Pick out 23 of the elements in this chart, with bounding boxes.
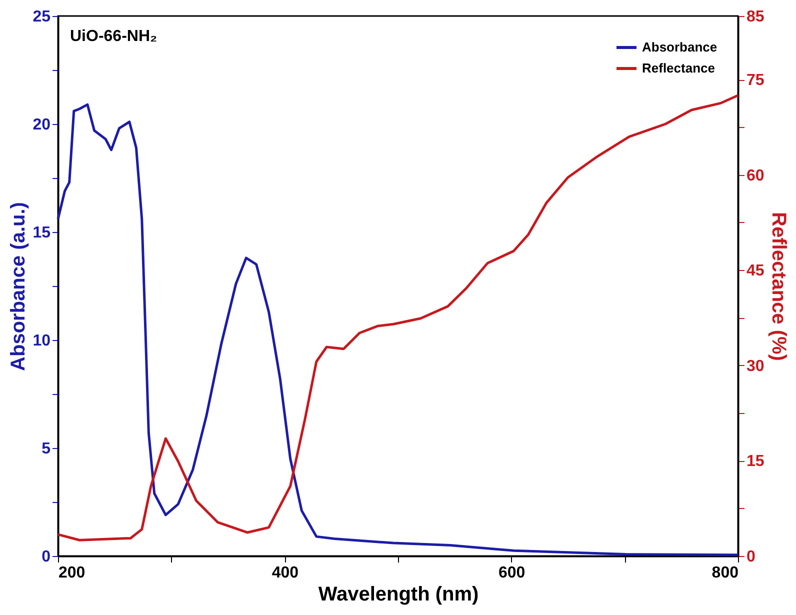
y-tick-label: 5 [42, 440, 51, 458]
y2-tick-label: 75 [746, 72, 764, 90]
y2-tick-label: 45 [746, 262, 764, 280]
x-axis-title: Wavelength (nm) [318, 584, 479, 606]
legend-label: Absorbance [642, 40, 718, 54]
y2-axis-title: Reflectance (%) [767, 212, 790, 361]
y-axis-title: Absorbance (a.u.) [8, 202, 30, 371]
x-tick-label: 800 [712, 564, 739, 582]
x-tick-label: 600 [498, 564, 526, 582]
y2-tick-label: 0 [746, 548, 756, 566]
y2-tick-label: 60 [746, 167, 764, 184]
annotation: UiO-66-NH₂ [70, 28, 158, 45]
y2-tick-label: 15 [746, 453, 764, 470]
y2-tick-label: 85 [746, 8, 764, 26]
y-tick-label: 15 [32, 224, 51, 242]
y-tick-label: 20 [32, 116, 51, 134]
y2-tick-label: 30 [746, 358, 764, 375]
x-tick-label: 400 [272, 564, 299, 582]
y-tick-label: 10 [32, 332, 51, 350]
legend-label: Reflectance [642, 60, 715, 76]
y-tick-label: 0 [42, 548, 51, 566]
x-tick-label: 200 [58, 564, 86, 582]
y-tick-label: 25 [32, 8, 51, 26]
